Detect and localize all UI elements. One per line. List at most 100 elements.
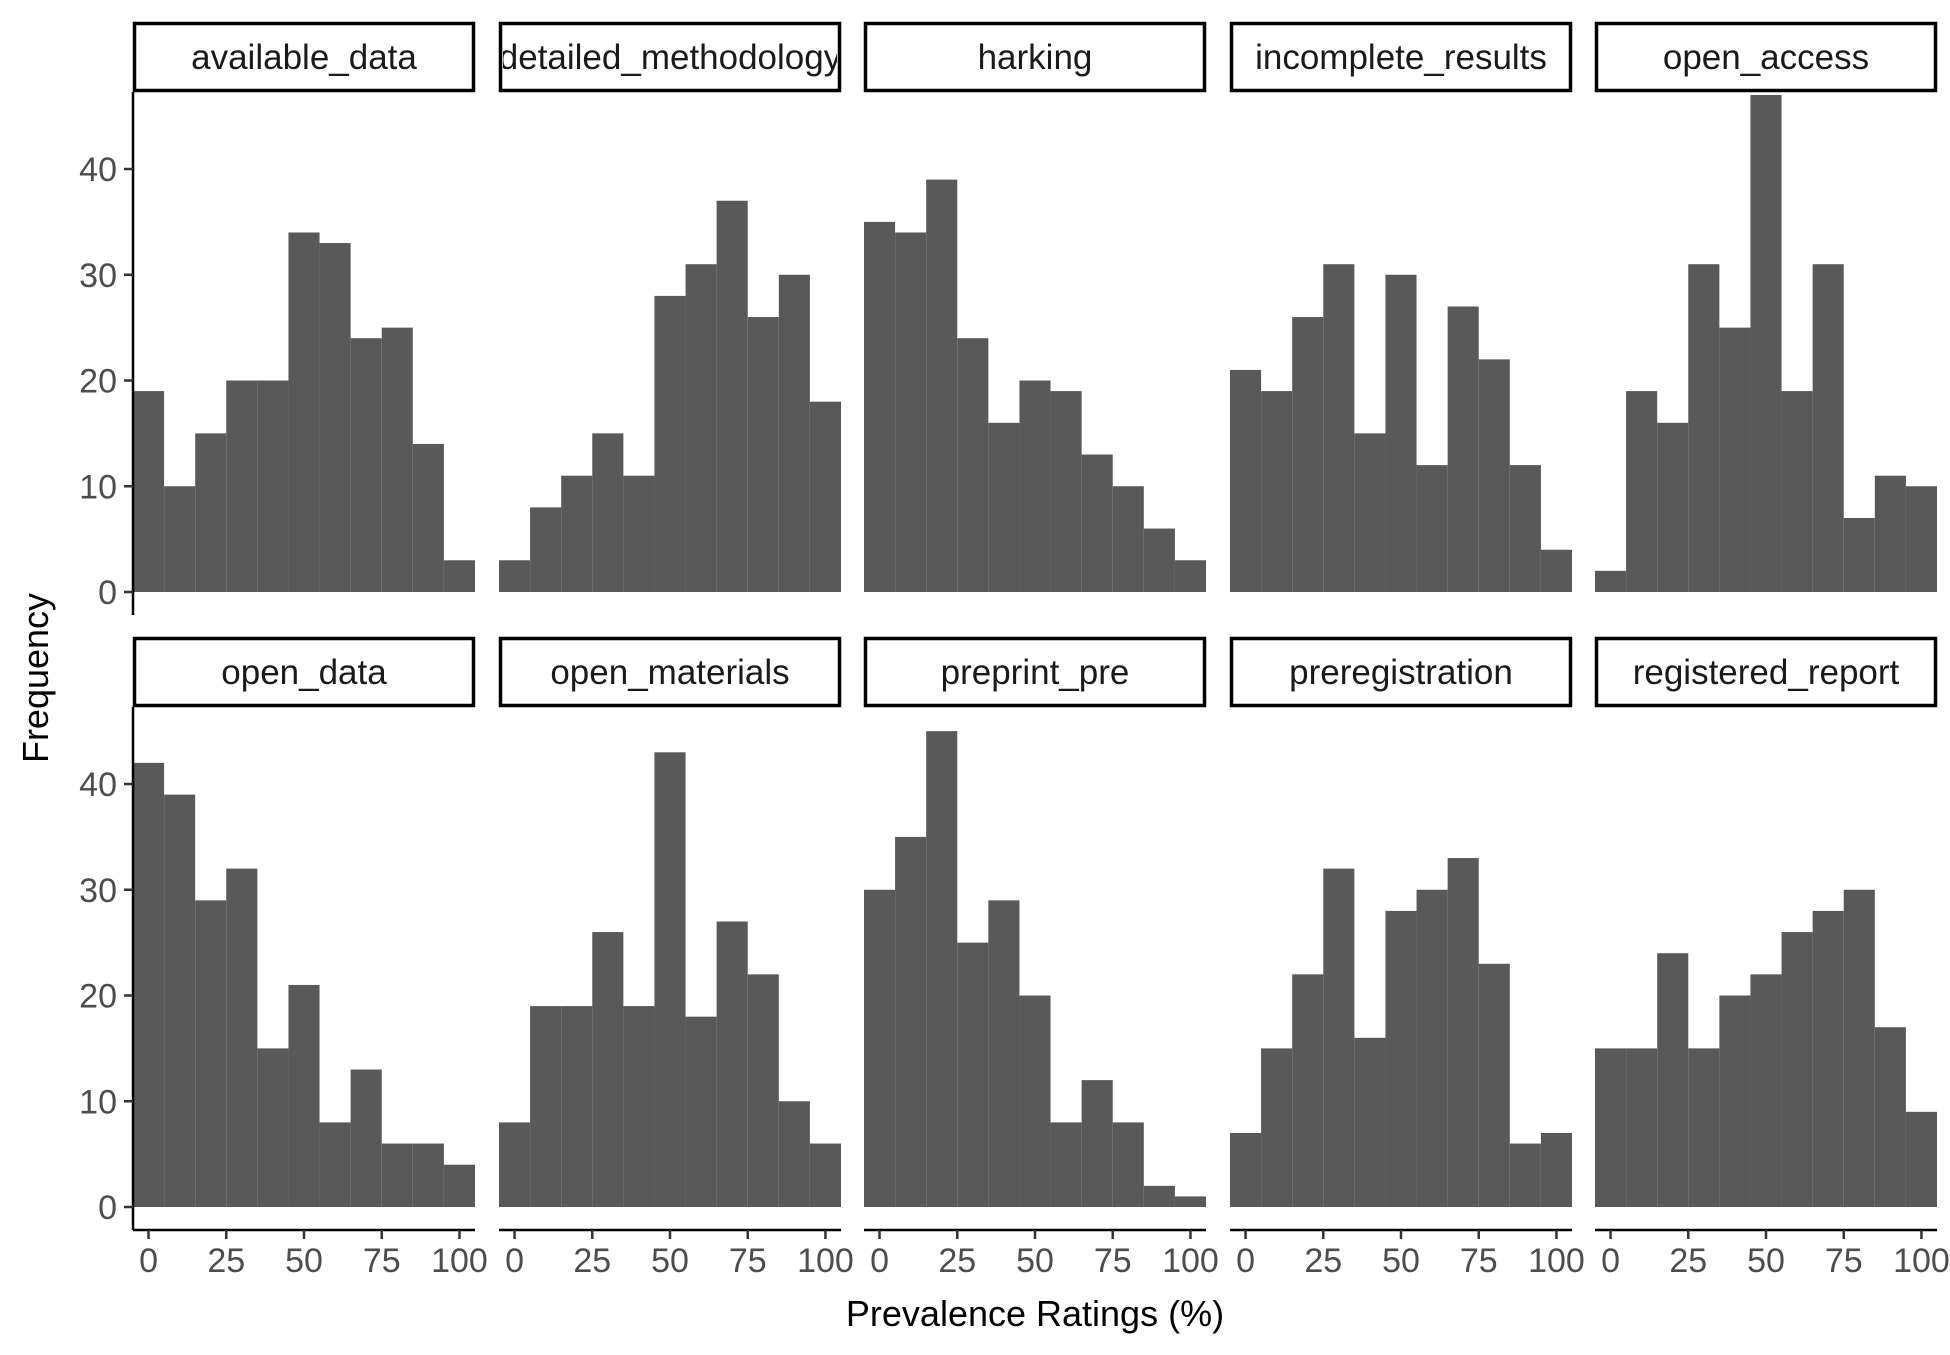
facet-panel-preprint_pre: preprint_pre 0 25 50 75 100 [863, 636, 1219, 1280]
bar-incomplete_results-0 [1230, 369, 1262, 592]
bar-open_materials-100 [809, 1143, 841, 1207]
bar-available_data-70 [350, 338, 382, 592]
bar-incomplete_results-10 [1261, 391, 1293, 592]
bar-open_access-30 [1688, 264, 1720, 592]
bar-registered_report-0 [1595, 1048, 1627, 1207]
bar-incomplete_results-90 [1509, 465, 1541, 592]
y-tick-label-row-2-10: 10 [79, 1083, 117, 1121]
bar-open_access-40 [1719, 327, 1751, 592]
bar-available_data-60 [319, 243, 351, 593]
bar-detailed_methodology-100 [809, 401, 841, 592]
bar-registered_report-30 [1688, 1048, 1720, 1207]
x-tick-label-open_materials-100: 100 [797, 1242, 854, 1280]
facet-label-open_access: open_access [1663, 38, 1869, 77]
x-tick-label-preprint_pre-75: 75 [1094, 1242, 1132, 1280]
facet-panel-preregistration: preregistration 0 25 50 75 100 [1229, 636, 1585, 1280]
bar-available_data-30 [226, 380, 258, 592]
bar-open_access-70 [1812, 264, 1844, 592]
x-tick-label-registered_report-0: 0 [1601, 1242, 1620, 1280]
y-tick-label-row-2-40: 40 [79, 766, 117, 804]
x-tick-label-open_data-0: 0 [139, 1242, 158, 1280]
facet-strip-open_materials [498, 636, 842, 708]
facet-label-open_materials: open_materials [550, 653, 789, 692]
facet-strip-harking [863, 21, 1207, 93]
bar-open_data-0 [133, 762, 165, 1207]
facet-strip-detailed_methodology [498, 21, 842, 93]
y-tick-label-row-2-30: 30 [79, 872, 117, 910]
y-tick-label-row-1-20: 20 [79, 363, 117, 401]
bar-preregistration-80 [1478, 963, 1510, 1207]
facet-panel-available_data: available_data [131, 21, 476, 615]
bar-preprint_pre-0 [864, 889, 896, 1207]
bar-preprint_pre-20 [926, 731, 958, 1207]
bar-preregistration-30 [1323, 868, 1355, 1207]
bar-available_data-20 [195, 433, 227, 592]
bar-preprint_pre-30 [957, 942, 989, 1207]
x-tick-label-registered_report-75: 75 [1825, 1242, 1863, 1280]
bar-incomplete_results-60 [1416, 465, 1448, 592]
bar-harking-80 [1112, 486, 1144, 592]
bar-open_data-70 [350, 1069, 382, 1207]
bar-incomplete_results-70 [1447, 306, 1479, 592]
facet-label-incomplete_results: incomplete_results [1255, 38, 1547, 77]
x-tick-label-open_data-50: 50 [285, 1242, 323, 1280]
bar-open_materials-40 [623, 1006, 655, 1207]
facet-label-detailed_methodology: detailed_methodology [499, 38, 842, 77]
bar-incomplete_results-40 [1354, 433, 1386, 592]
x-tick-label-open_data-100: 100 [431, 1242, 488, 1280]
y-tick-label-row-2-20: 20 [79, 978, 117, 1016]
facet-label-open_data: open_data [221, 653, 387, 692]
bar-open_data-100 [443, 1164, 475, 1207]
y-tick-label-row-2-0: 0 [98, 1189, 117, 1227]
bar-open_data-20 [195, 900, 227, 1207]
facet-label-registered_report: registered_report [1633, 653, 1900, 692]
bar-open_materials-70 [716, 921, 748, 1207]
bar-registered_report-10 [1626, 1048, 1658, 1207]
bar-preregistration-10 [1261, 1048, 1293, 1207]
x-axis-title: Prevalence Ratings (%) [846, 1293, 1224, 1334]
bar-harking-0 [864, 221, 896, 592]
bar-incomplete_results-30 [1323, 264, 1355, 592]
bar-open_materials-80 [747, 974, 779, 1207]
facet-strip-preprint_pre [863, 636, 1207, 708]
bar-detailed_methodology-60 [685, 264, 717, 592]
bar-registered_report-20 [1657, 953, 1689, 1207]
y-axis-title: Frequency [15, 593, 56, 763]
bar-detailed_methodology-10 [530, 507, 562, 592]
bar-open_data-80 [381, 1143, 413, 1207]
x-tick-label-registered_report-25: 25 [1669, 1242, 1707, 1280]
x-tick-label-open_data-75: 75 [363, 1242, 401, 1280]
bar-preprint_pre-100 [1174, 1196, 1206, 1207]
bar-harking-90 [1143, 528, 1175, 592]
bar-open_materials-90 [778, 1101, 810, 1207]
bar-preprint_pre-80 [1112, 1122, 1144, 1207]
bar-open_access-0 [1595, 570, 1627, 592]
bar-registered_report-60 [1781, 932, 1813, 1207]
x-tick-label-preregistration-50: 50 [1382, 1242, 1420, 1280]
bar-harking-100 [1174, 560, 1206, 592]
x-tick-label-preprint_pre-100: 100 [1162, 1242, 1219, 1280]
bar-open_access-80 [1843, 517, 1875, 592]
facet-panel-harking: harking [863, 21, 1207, 592]
bar-preprint_pre-70 [1081, 1080, 1113, 1207]
bar-open_data-30 [226, 868, 258, 1207]
bar-incomplete_results-50 [1385, 274, 1417, 592]
x-tick-label-registered_report-100: 100 [1893, 1242, 1950, 1280]
bar-available_data-40 [257, 380, 289, 592]
bar-open_data-50 [288, 984, 320, 1207]
x-tick-label-registered_report-50: 50 [1747, 1242, 1785, 1280]
bar-open_access-100 [1905, 486, 1937, 592]
bar-available_data-10 [164, 486, 196, 592]
facet-label-preprint_pre: preprint_pre [941, 653, 1130, 692]
bar-open_data-60 [319, 1122, 351, 1207]
facet-strip-registered_report [1594, 636, 1938, 708]
bar-open_materials-30 [592, 932, 624, 1207]
y-tick-label-row-1-30: 30 [79, 257, 117, 295]
facet-strip-preregistration [1229, 636, 1573, 708]
x-tick-label-preprint_pre-50: 50 [1016, 1242, 1054, 1280]
bar-open_materials-10 [530, 1006, 562, 1207]
bar-harking-60 [1050, 391, 1082, 592]
bar-harking-10 [895, 232, 927, 592]
bar-detailed_methodology-80 [747, 317, 779, 592]
y-tick-label-row-1-10: 10 [79, 468, 117, 506]
